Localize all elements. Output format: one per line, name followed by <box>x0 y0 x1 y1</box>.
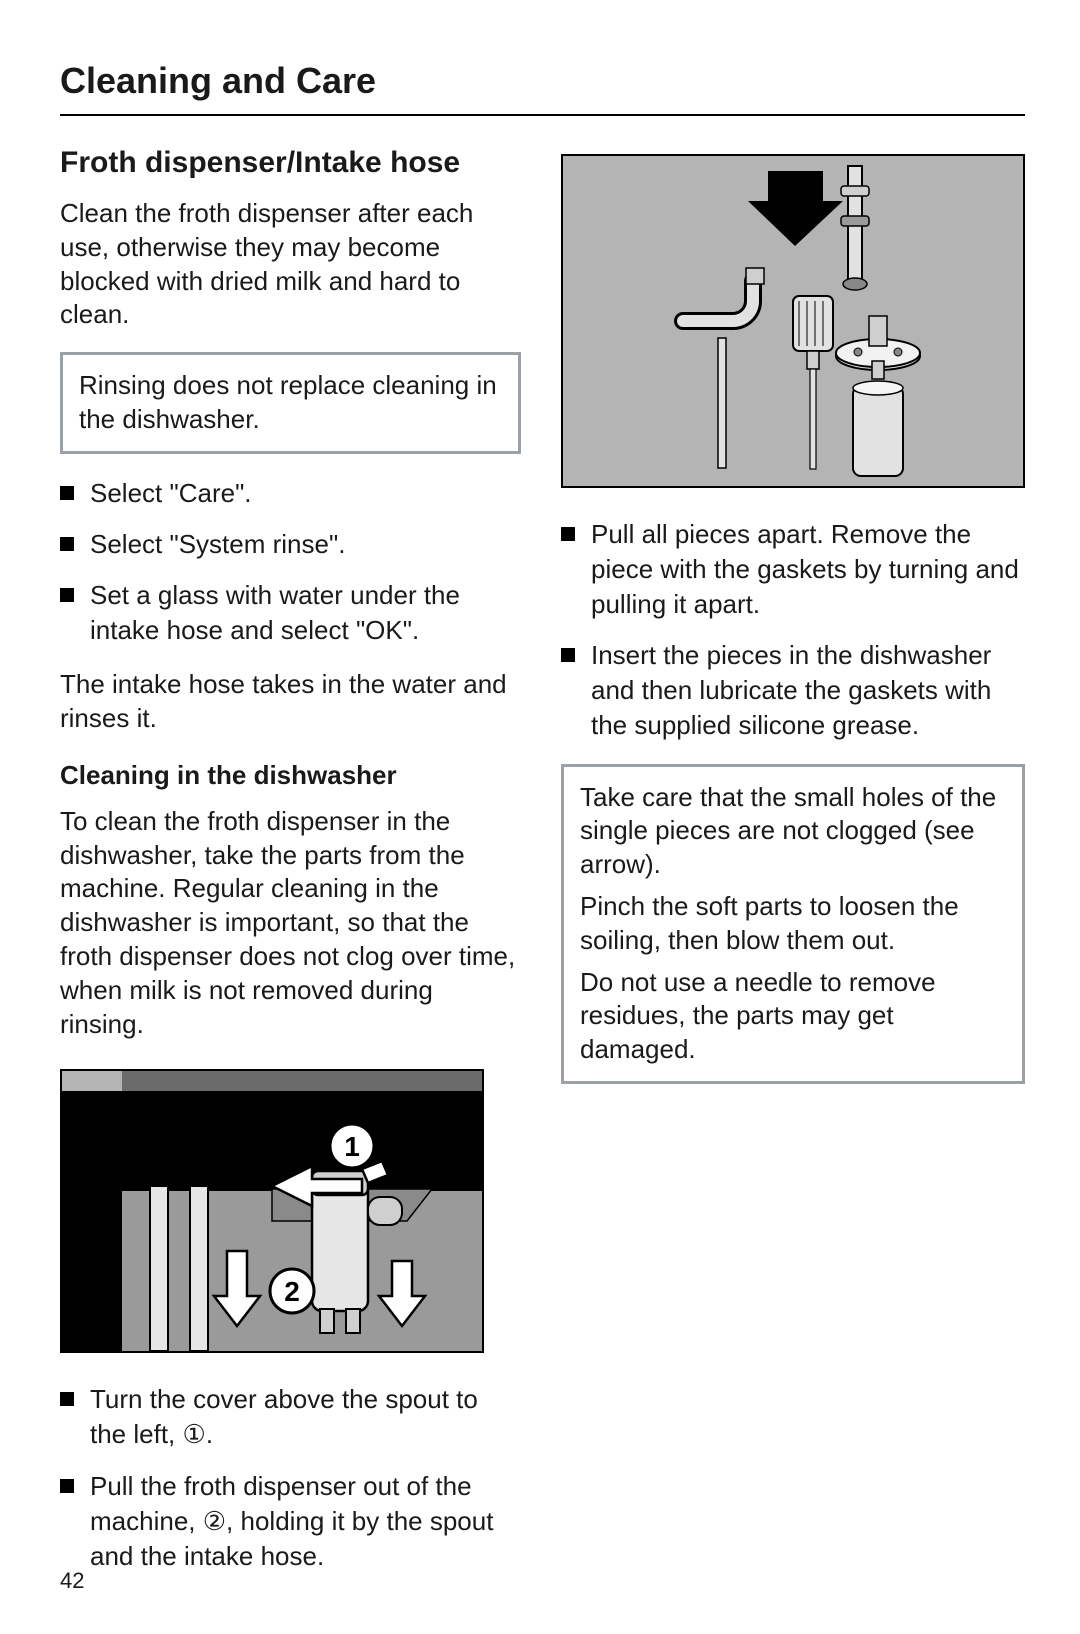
list-item: Select "Care". <box>60 476 521 511</box>
left-subbody: To clean the froth dispenser in the dish… <box>60 805 521 1042</box>
right-column: Pull all pieces apart. Remove the piece … <box>561 146 1025 1594</box>
list-item: Pull the froth dispenser out of the mach… <box>60 1469 521 1574</box>
list-item: Set a glass with water under the intake … <box>60 578 521 648</box>
right-steps: Pull all pieces apart. Remove the piece … <box>561 517 1025 744</box>
left-column: Froth dispenser/Intake hose Clean the fr… <box>60 146 521 1594</box>
left-figure: 1 2 <box>60 1069 484 1353</box>
left-steps: Select "Care". Select "System rinse". Se… <box>60 476 521 648</box>
list-item: Pull all pieces apart. Remove the piece … <box>561 517 1025 622</box>
list-item: Select "System rinse". <box>60 527 521 562</box>
content-columns: Froth dispenser/Intake hose Clean the fr… <box>60 146 1025 1594</box>
left-intro: Clean the froth dispenser after each use… <box>60 197 521 332</box>
callout-text: Pinch the soft parts to loosen the soili… <box>580 890 1006 958</box>
left-callout: Rinsing does not replace cleaning in the… <box>60 352 521 454</box>
section-title: Cleaning and Care <box>60 60 1025 102</box>
left-after-steps: The intake hose takes in the water and r… <box>60 668 521 736</box>
left-callout-text: Rinsing does not replace cleaning in the… <box>79 369 502 437</box>
step-text-post: . <box>206 1419 213 1449</box>
svg-text:2: 2 <box>284 1276 300 1307</box>
callout-text: Do not use a needle to remove residues, … <box>580 966 1006 1067</box>
list-item: Insert the pieces in the dishwasher and … <box>561 638 1025 743</box>
svg-text:1: 1 <box>344 1131 360 1162</box>
page-number: 42 <box>60 1568 84 1594</box>
circled-two-icon: ② <box>203 1508 226 1534</box>
callout-text: Take care that the small holes of the si… <box>580 781 1006 882</box>
left-subheading: Cleaning in the dishwasher <box>60 760 521 791</box>
figure-left-wrapper: 1 2 <box>60 1061 521 1382</box>
step-text: Turn the cover above the spout to the le… <box>90 1384 478 1449</box>
list-item: Turn the cover above the spout to the le… <box>60 1382 521 1452</box>
left-lower-steps: Turn the cover above the spout to the le… <box>60 1382 521 1573</box>
right-callout: Take care that the small holes of the si… <box>561 764 1025 1084</box>
left-heading: Froth dispenser/Intake hose <box>60 146 521 179</box>
circled-one-icon: ① <box>183 1421 206 1447</box>
right-figure <box>561 154 1025 488</box>
divider <box>60 114 1025 116</box>
